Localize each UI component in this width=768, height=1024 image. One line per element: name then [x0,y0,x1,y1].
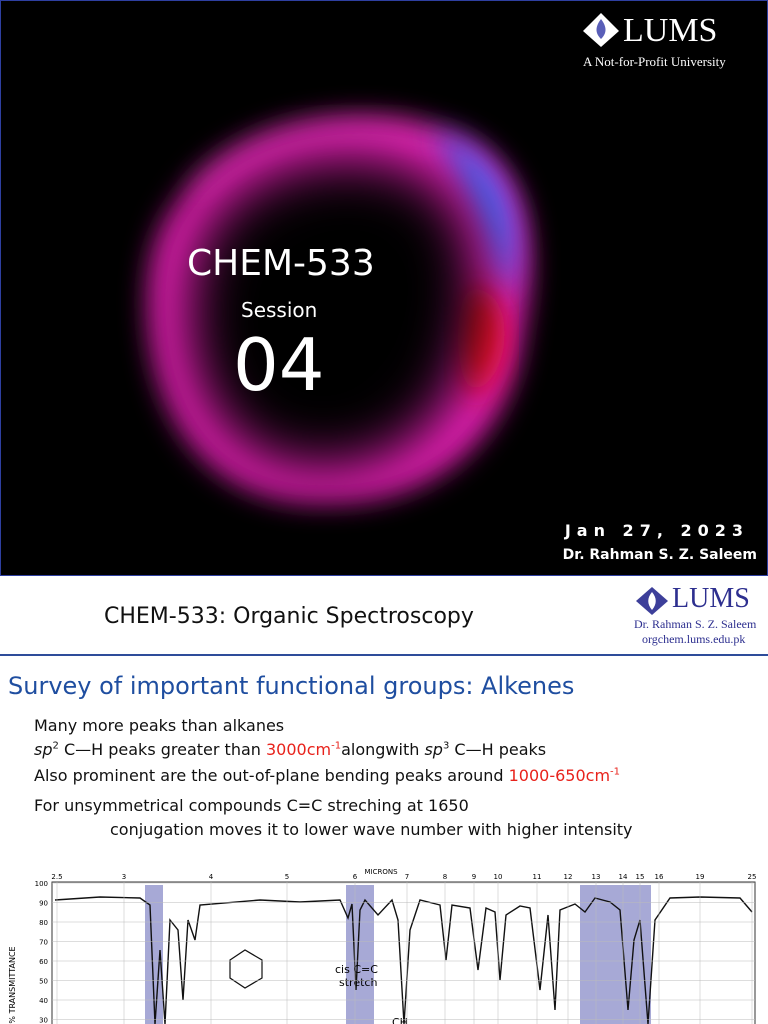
x-tick-label: 11 [533,873,542,881]
text: C—H peaks greater than [58,740,266,759]
text-line: For unsymmetrical compounds C=C strechin… [34,796,469,815]
highlight-band [145,885,163,1024]
superscript: -1 [610,766,621,778]
session-number: 04 [233,323,325,407]
logo-tagline: A Not-for-Profit University [583,54,726,69]
date: Jan 27, 2023 [564,521,749,540]
text: alongwith [341,740,425,759]
ir-spectrum: MICRONS % TRANSMITTANCE cis C=C stretch … [8,868,757,1024]
y-tick-label: 60 [39,958,48,966]
y-tick-label: 50 [39,978,48,986]
course-code: CHEM-533 [187,243,375,284]
text: Many more peaks than alkanes [34,716,285,735]
plot-frame [51,881,756,1024]
y-tick-label: 80 [39,919,48,927]
x-tick-label: 16 [655,873,664,881]
text-line: Also prominent are the out-of-plane bend… [34,766,620,785]
text-line: sp2 C—H peaks greater than 3000cm-1along… [34,740,546,759]
x-tick-label: 3 [122,873,126,881]
website: orgchem.lums.edu.pk [642,632,746,646]
cyclohexene-structure [229,949,263,989]
highlight-band [580,885,651,1024]
text: C—H peaks [449,740,547,759]
heading: Survey of important functional groups: A… [8,672,575,700]
logo-name: LUMS [623,12,718,49]
x-tick-label: 7 [405,873,409,881]
logo-icon [583,13,619,47]
session-label: Session [241,298,318,322]
x-tick-label: 9 [472,873,476,881]
title-slide: LUMS A Not-for-Profit University CHEM-53… [0,0,768,576]
x-tick-label: 5 [285,873,289,881]
content-slide: CHEM-533: Organic Spectroscopy LUMS Dr. … [0,577,768,1024]
superscript: -1 [331,740,342,752]
slide-title: CHEM-533: Organic Spectroscopy [104,604,474,629]
highlight: 3000cm [266,740,332,759]
x-tick-label: 8 [443,873,447,881]
annotation: stretch [339,976,377,989]
x-tick-label: 12 [564,873,573,881]
logo-name: LUMS [672,583,750,614]
y-tick-label: 90 [39,900,48,908]
highlight: 1000-650cm [508,766,611,785]
y-tick-label: 40 [39,997,48,1005]
text: Also prominent are the out-of-plane bend… [34,766,509,785]
text: For unsymmetrical compounds C=C strechin… [34,796,469,815]
x-tick-label: 10 [494,873,503,881]
x-tick-label: 4 [209,873,214,881]
y-axis-title: % TRANSMITTANCE [8,946,17,1023]
text-line: conjugation moves it to lower wave numbe… [110,820,633,839]
superscript: 3 [442,740,450,752]
y-tick-label: 70 [39,939,48,947]
blob-art [149,117,529,502]
x-tick-label: 13 [592,873,601,881]
x-axis-title: MICRONS [364,868,398,876]
text: sp [34,740,53,759]
text: sp [424,740,443,759]
x-tick-label: 14 [619,873,628,881]
annotation: CH [392,1016,408,1024]
spectrum-trace [54,896,753,1024]
text-line: Many more peaks than alkanes [34,716,284,735]
logo-icon [636,587,668,615]
text: conjugation moves it to lower wave numbe… [110,820,633,839]
author: Dr. Rahman S. Z. Saleem [634,617,757,631]
author: Dr. Rahman S. Z. Saleem [562,547,757,563]
annotation: cis C=C [335,963,378,976]
x-tick-label: 25 [748,873,757,881]
x-tick-label: 6 [353,873,358,881]
y-tick-label: 100 [35,880,48,888]
superscript: 2 [52,740,59,752]
y-tick-label: 30 [39,1017,48,1024]
x-tick-label: 2.5 [51,873,62,881]
x-tick-label: 19 [696,873,705,881]
x-tick-label: 15 [636,873,645,881]
header-rule [0,654,768,656]
